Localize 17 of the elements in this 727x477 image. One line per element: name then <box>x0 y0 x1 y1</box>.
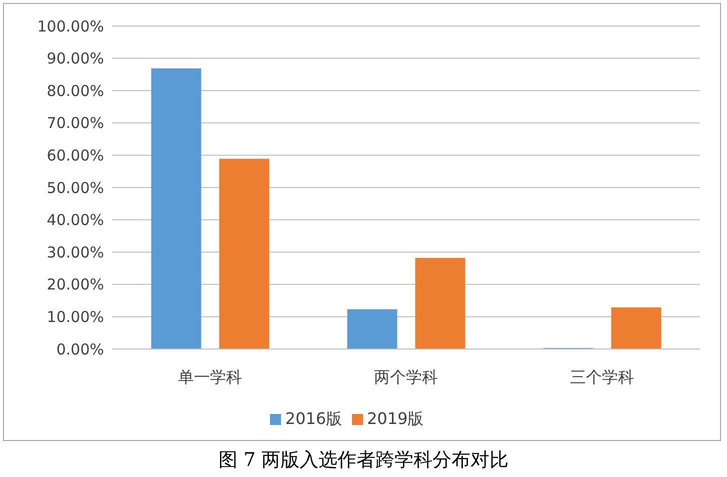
y-tick-label: 10.00% <box>46 308 104 326</box>
caption: 图 7 两版入选作者跨学科分布对比 <box>217 448 510 473</box>
y-tick-label: 100.00% <box>37 17 104 36</box>
y-tick-label: 20.00% <box>46 276 104 294</box>
x-tick-label: 两个学科 <box>374 367 438 386</box>
x-tick-label: 单一学科 <box>178 367 242 386</box>
x-tick-label: 三个学科 <box>570 367 634 386</box>
y-tick-label: 0.00% <box>56 340 104 358</box>
legend-label: 2016版 <box>285 409 342 428</box>
legend-label: 2019版 <box>367 409 424 428</box>
y-tick-label: 70.00% <box>46 114 104 132</box>
y-tick-label: 60.00% <box>46 146 104 165</box>
y-tick-label: 90.00% <box>46 50 104 68</box>
y-tick-label: 40.00% <box>46 211 104 230</box>
y-tick-label: 30.00% <box>46 243 104 262</box>
y-tick-label: 50.00% <box>46 178 104 197</box>
y-tick-label: 80.00% <box>46 82 104 100</box>
